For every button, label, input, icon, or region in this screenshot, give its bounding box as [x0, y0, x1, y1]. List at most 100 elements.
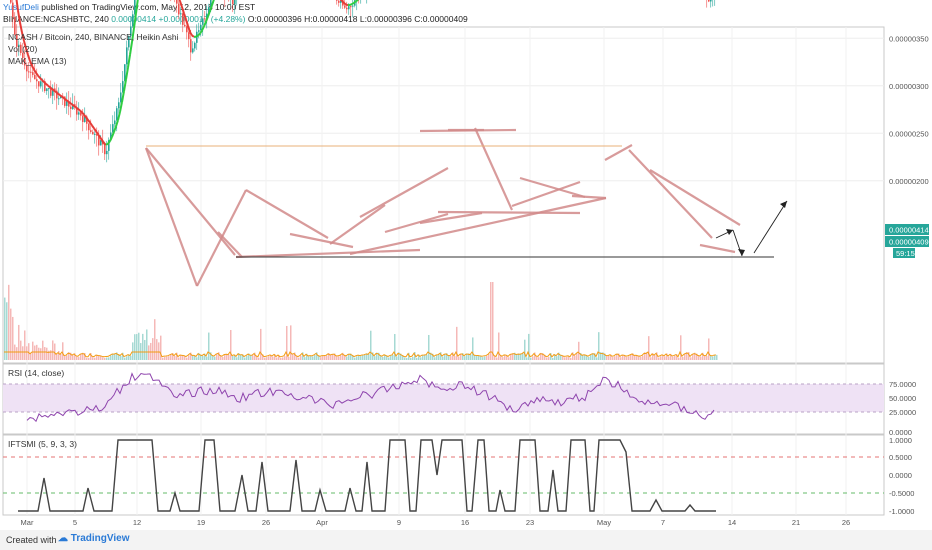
trendline — [419, 211, 483, 225]
candle-body — [56, 90, 58, 99]
volume-bar — [350, 353, 352, 360]
volume-bar — [174, 355, 176, 360]
volume-bar — [316, 352, 318, 360]
ema-segment — [209, 4, 213, 12]
high-value: H:0.00000418 — [304, 14, 358, 24]
volume-bar — [118, 354, 120, 360]
ema-segment — [29, 60, 33, 67]
iftsmi-axis[interactable]: 1.0000 0.5000 0.0000 -0.5000 -1.0000 — [889, 436, 914, 516]
ema-segment — [61, 95, 65, 100]
volume-bar — [714, 355, 716, 360]
volume-bar — [536, 356, 538, 360]
candle-body — [94, 133, 96, 135]
volume-bar — [368, 353, 370, 360]
volume-bar — [630, 354, 632, 360]
volume-bar — [92, 357, 94, 360]
volume-bar — [324, 356, 326, 360]
volume-bar — [394, 334, 396, 360]
volume-bar — [508, 357, 510, 360]
volume-bar — [272, 356, 274, 360]
volume-bar — [586, 355, 588, 360]
ema-segment — [97, 133, 101, 138]
volume-bar — [312, 356, 314, 360]
volume-bar — [674, 355, 676, 360]
volume-bar — [282, 357, 284, 360]
volume-bar — [170, 354, 172, 360]
volume-bar — [492, 282, 494, 360]
ema-segment — [349, 3, 353, 6]
candle-body — [78, 112, 80, 115]
volume-bar — [226, 353, 228, 360]
ema-segment — [31, 65, 35, 71]
volume-bar — [126, 356, 128, 360]
volume-bar — [636, 355, 638, 360]
volume-bar — [382, 356, 384, 360]
candle-body — [116, 108, 118, 121]
ema-segment — [19, 22, 23, 33]
iftsmi-pane[interactable] — [2, 434, 885, 516]
ema-segment — [91, 124, 95, 129]
volume-bar — [432, 353, 434, 360]
volume-bar — [228, 354, 230, 360]
volume-bar — [224, 354, 226, 360]
ema-segment — [197, 32, 201, 37]
arrow-head — [738, 249, 745, 256]
volume-bar — [386, 355, 388, 360]
candle-body — [130, 26, 132, 37]
volume-bar — [120, 355, 122, 360]
ema-segment — [27, 54, 31, 62]
volume-bar — [424, 355, 426, 360]
volume-bar — [670, 353, 672, 360]
volume-bar — [428, 334, 430, 360]
ema-segment — [99, 136, 103, 141]
volume-bar — [564, 357, 566, 360]
volume-bar — [538, 357, 540, 360]
volume-bar — [150, 342, 152, 360]
ema-segment — [63, 97, 67, 101]
candle-body — [16, 34, 18, 47]
volume-bar — [484, 356, 486, 360]
price-pane[interactable] — [2, 26, 885, 364]
price-tick-label: 0.00000250 — [889, 129, 929, 138]
author-link[interactable]: YusufDeli — [3, 2, 39, 12]
candle-body — [36, 79, 38, 82]
volume-bar — [160, 335, 162, 360]
volume-bar — [268, 356, 270, 360]
volume-bar — [290, 325, 292, 360]
volume-bar — [56, 353, 58, 360]
volume-bar — [6, 302, 8, 360]
volume-bar — [716, 354, 718, 360]
candle-body — [50, 88, 52, 96]
volume-bar — [34, 345, 36, 360]
candle-body — [338, 0, 340, 3]
volume-bar — [380, 355, 382, 360]
candle-body — [112, 124, 114, 133]
volume-bar — [618, 353, 620, 360]
candle-body — [70, 106, 72, 109]
tradingview-logo[interactable]: ☁ TradingView — [58, 533, 130, 544]
trendline — [329, 204, 386, 245]
time-axis[interactable]: Mar 5 12 19 26 Apr 9 16 23 May 7 14 21 26 — [21, 518, 851, 527]
trendline — [628, 149, 713, 239]
volume-bar — [142, 333, 144, 360]
volume-bar — [414, 352, 416, 360]
time-tick-label: 19 — [197, 518, 205, 527]
volume-bar — [242, 354, 244, 360]
volume-bar — [552, 357, 554, 360]
volume-bar — [378, 352, 380, 360]
footer: Created with ☁ TradingView — [0, 530, 932, 550]
volume-bar — [168, 356, 170, 360]
volume-bar — [604, 353, 606, 360]
volume-bar — [164, 356, 166, 360]
candle-body — [194, 42, 196, 49]
ema-segment — [207, 10, 211, 17]
ema-segment — [77, 108, 81, 112]
ema-segment — [47, 84, 51, 89]
rsi-axis[interactable]: 75.0000 50.0000 25.0000 0.0000 — [889, 380, 916, 437]
price-axis[interactable]: 0.000007000.000006500.000006000.00000550… — [889, 0, 929, 186]
volume-bar — [102, 357, 104, 360]
candle-body — [132, 14, 134, 27]
volume-bar — [366, 353, 368, 360]
chart-canvas[interactable]: 0.000007000.000006500.000006000.00000550… — [0, 0, 932, 530]
volume-bar — [510, 354, 512, 360]
